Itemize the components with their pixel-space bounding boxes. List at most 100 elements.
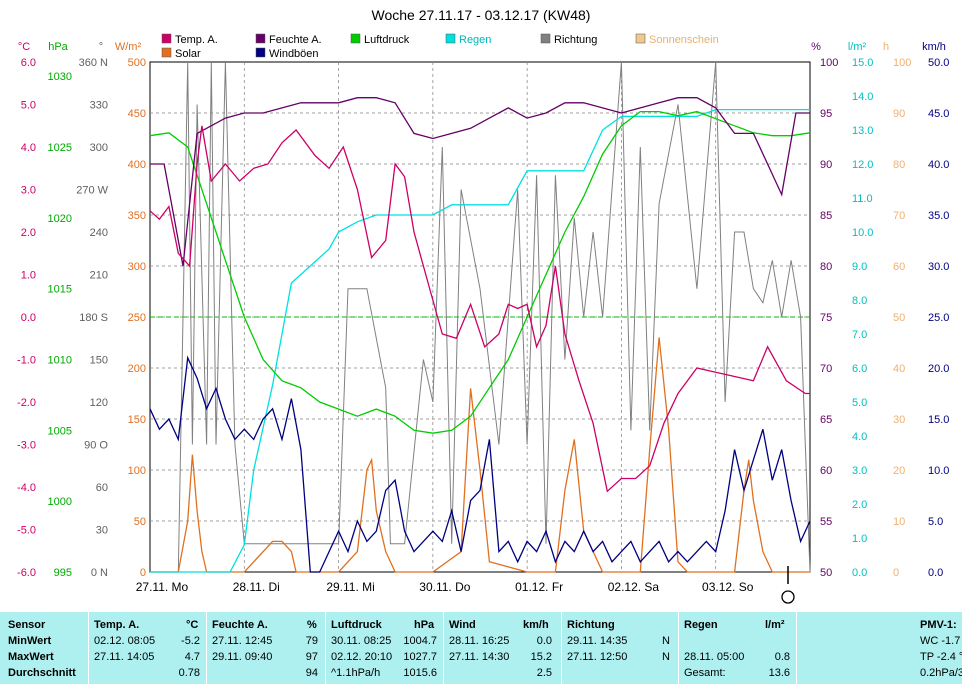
press-time: 30.11. 08:25	[331, 635, 392, 647]
temp-time: 02.12. 08:05	[94, 635, 156, 647]
tick-label: 1030	[48, 71, 72, 83]
tick-label: 0	[140, 567, 146, 579]
tick-label: 80	[893, 159, 905, 171]
tick-label: 40	[893, 363, 905, 375]
tick-label: 65	[820, 414, 832, 426]
legend-label: Windböen	[269, 48, 319, 60]
series-line-windb-en	[149, 355, 811, 573]
tick-label: 60	[820, 465, 832, 477]
axis-unit: °C	[18, 41, 30, 53]
temp-time: 27.11. 14:05	[94, 651, 155, 663]
legend-label: Solar	[175, 48, 201, 60]
tick-label: 100	[820, 57, 838, 69]
series-line-richtung	[150, 61, 811, 573]
axis-wind: km/h 50.0 45.0 40.0 35.0 30.0 25.0 20.0 15.0 10.0…	[922, 41, 949, 579]
series-line-feuchte-a-	[150, 97, 810, 267]
tick-label: 350	[128, 210, 146, 222]
tick-label: 240	[90, 227, 108, 239]
header-dir: Richtung	[567, 619, 615, 631]
hum-value: 79	[305, 635, 318, 647]
series-line-temp-a-	[149, 125, 810, 493]
header-press-unit: hPa	[414, 619, 435, 631]
tick-label: -4.0	[17, 482, 36, 494]
axis-unit: °	[99, 41, 103, 53]
temp-value: 4.7	[184, 651, 200, 663]
tick-label: 20	[893, 465, 905, 477]
tick-label: 60	[96, 482, 108, 494]
x-axis-labels: 27.11. Mo 28.11. Di 29.11. Mi 30.11. Do 01.1…	[136, 580, 754, 594]
tick-label: 11.0	[852, 193, 873, 205]
axis-hpa: hPa 1030 1025 1020 1015 1010 1005 1000 995	[48, 41, 72, 579]
tick-label: -2.0	[17, 397, 36, 409]
press-value: 1015.6	[403, 667, 437, 679]
tick-label: 450	[128, 108, 146, 120]
series-line-regen	[150, 108, 810, 573]
tick-label: -3.0	[17, 440, 36, 452]
tick-label: 180 S	[79, 312, 108, 324]
wind-value: 15.2	[530, 651, 552, 663]
tick-label: 100	[893, 57, 911, 69]
hum-value: 97	[305, 651, 318, 663]
header-wind-unit: km/h	[523, 619, 549, 631]
tick-label: 80	[820, 261, 832, 273]
legend-label: Feuchte A.	[269, 34, 322, 46]
tick-label: 4.0	[852, 431, 867, 443]
tick-label: 1000	[48, 496, 72, 508]
tick-label: 3.0	[852, 465, 867, 477]
tick-label: 95	[820, 108, 832, 120]
legend-item: Temp. A.	[161, 33, 218, 46]
dir-time: 27.11. 12:50	[567, 651, 628, 663]
tick-label: 30.0	[928, 261, 949, 273]
tick-label: 60	[893, 261, 905, 273]
tick-label: 10	[893, 516, 905, 528]
tick-label: 1015	[48, 284, 72, 296]
tick-label: 5.0	[852, 397, 867, 409]
tick-label: 1010	[48, 355, 72, 367]
tick-label: 20.0	[928, 363, 949, 375]
legend-label: Temp. A.	[175, 34, 218, 46]
legend-item: Solar	[161, 47, 201, 60]
legend-label: Richtung	[554, 34, 597, 46]
wind-value: 0.0	[536, 635, 552, 647]
hum-value: 94	[305, 667, 318, 679]
x-tick-label: 03.12. So	[702, 580, 754, 594]
tick-label: 8.0	[852, 295, 867, 307]
legend-item: Richtung	[540, 33, 597, 46]
temp-value: 0.78	[178, 667, 200, 679]
tick-label: 90 O	[84, 440, 108, 452]
legend-swatch	[255, 33, 266, 44]
legend-item: Regen	[445, 33, 491, 46]
wind-value: 2.5	[536, 667, 552, 679]
compass-marker	[781, 566, 795, 604]
row-label: MaxWert	[8, 651, 54, 663]
tick-label: 150	[128, 414, 146, 426]
tick-label: 300	[90, 142, 108, 154]
tick-label: 10.0	[928, 465, 949, 477]
tick-label: 9.0	[852, 261, 867, 273]
axis-unit: h	[883, 41, 889, 53]
tick-label: 330	[90, 100, 108, 112]
tick-label: 1.0	[852, 533, 867, 545]
tick-label: 7.0	[852, 329, 867, 341]
rain-time: Gesamt:	[684, 667, 726, 679]
tick-label: 35.0	[928, 210, 949, 222]
series-line-luftdruck	[149, 110, 811, 434]
x-tick-label: 01.12. Fr	[515, 580, 563, 594]
tick-label: 1005	[48, 425, 72, 437]
tick-label: 400	[128, 159, 146, 171]
row-label: MinWert	[8, 635, 52, 647]
weather-chart: Woche 27.11.17 - 03.12.17 (KW48) Temp. A…	[17, 7, 949, 604]
axis-dir: ° 360 N 330 300 270 W 240 210 180 S 150 120 90 O 60…	[76, 41, 108, 579]
tick-label: 90	[893, 108, 905, 120]
tick-label: 210	[90, 270, 108, 282]
tick-label: 200	[128, 363, 146, 375]
tick-label: 50	[893, 312, 905, 324]
header-sensor: Sensor	[8, 619, 46, 631]
tick-label: 4.0	[21, 142, 36, 154]
tick-label: 100	[128, 465, 146, 477]
dir-value: N	[662, 651, 670, 663]
header-temp-unit: °C	[186, 619, 199, 631]
header-temp: Temp. A.	[94, 619, 140, 631]
